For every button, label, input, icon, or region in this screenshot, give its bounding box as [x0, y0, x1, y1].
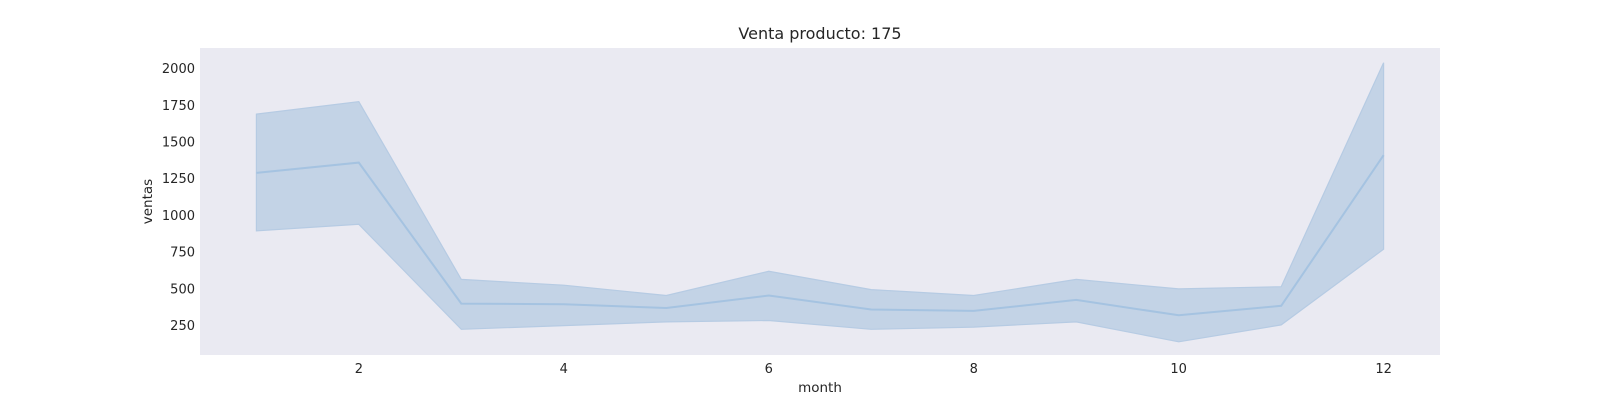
- y-tick-label: 750: [170, 246, 195, 261]
- y-axis-ticks: 250 500 750 1000 1250 1500 1750 2000: [162, 62, 195, 334]
- series-line-layer: [256, 154, 1385, 317]
- y-tick-label: 2000: [162, 62, 195, 77]
- x-tick-label: 8: [970, 362, 978, 377]
- y-tick-label: 1750: [162, 99, 195, 114]
- x-axis-ticks: 2 4 6 8 10 12: [355, 362, 1392, 377]
- x-tick-label: 12: [1375, 362, 1392, 377]
- confidence-band-layer: [255, 62, 1385, 343]
- x-tick-label: 6: [765, 362, 773, 377]
- chart-title: Venta producto: 175: [738, 24, 901, 43]
- y-tick-label: 500: [170, 282, 195, 297]
- x-tick-label: 4: [560, 362, 568, 377]
- x-tick-label: 2: [355, 362, 363, 377]
- y-tick-label: 1500: [162, 136, 195, 151]
- y-tick-label: 250: [170, 319, 195, 334]
- x-axis-label: month: [798, 380, 842, 396]
- x-tick-label: 10: [1170, 362, 1187, 377]
- y-tick-label: 1000: [162, 209, 195, 224]
- y-tick-label: 1250: [162, 172, 195, 187]
- y-axis-label: ventas: [140, 179, 156, 224]
- confidence-band: [255, 62, 1385, 343]
- series-line: [256, 154, 1385, 317]
